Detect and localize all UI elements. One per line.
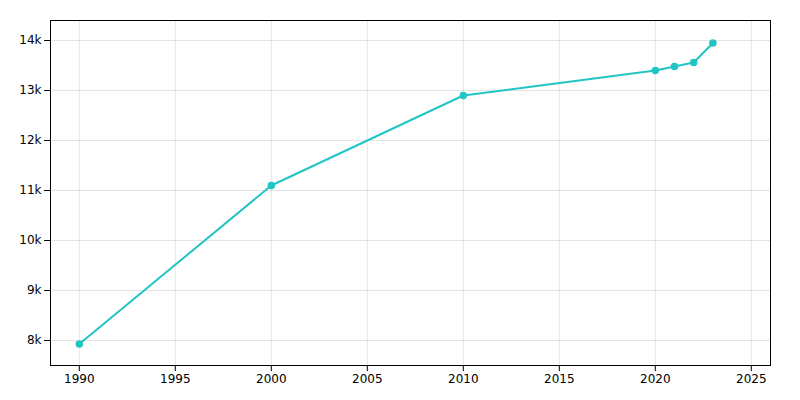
- svg-text:13k: 13k: [19, 83, 41, 97]
- svg-text:2005: 2005: [352, 372, 383, 386]
- svg-text:2025: 2025: [736, 372, 767, 386]
- svg-text:2000: 2000: [256, 372, 287, 386]
- svg-text:9k: 9k: [27, 283, 42, 297]
- svg-text:1995: 1995: [160, 372, 191, 386]
- svg-text:2015: 2015: [544, 372, 575, 386]
- svg-text:11k: 11k: [19, 183, 41, 197]
- svg-text:2010: 2010: [448, 372, 479, 386]
- svg-text:2020: 2020: [640, 372, 671, 386]
- svg-text:14k: 14k: [19, 33, 41, 47]
- svg-text:8k: 8k: [27, 333, 42, 347]
- svg-text:1990: 1990: [64, 372, 95, 386]
- svg-text:10k: 10k: [19, 233, 41, 247]
- svg-text:12k: 12k: [19, 133, 41, 147]
